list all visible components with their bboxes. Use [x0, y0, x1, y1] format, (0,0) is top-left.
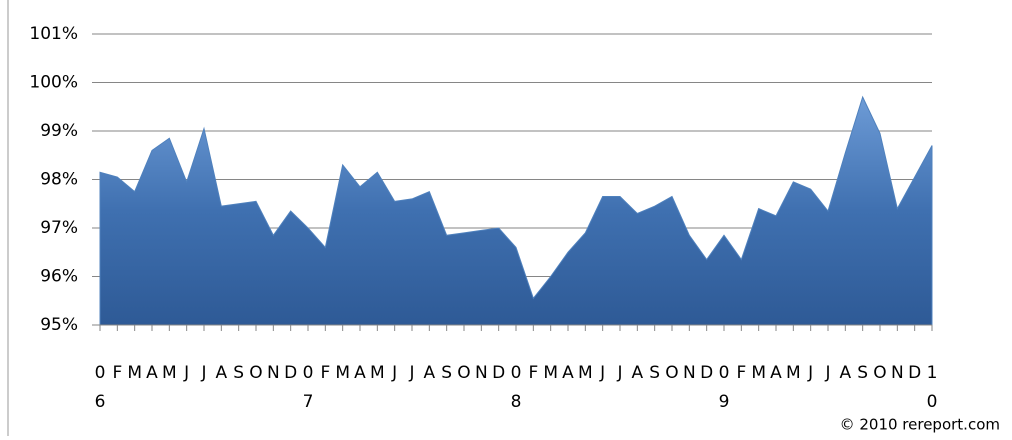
x-tick-label: 0 [95, 363, 106, 383]
y-tick-label: 97% [40, 218, 78, 238]
x-tick-sublabel: 9 [719, 392, 730, 412]
x-tick-label: D [700, 363, 713, 383]
x-tick-label: N [891, 363, 904, 383]
x-tick-label: J [391, 363, 397, 383]
area [99, 95, 933, 326]
x-tick-label: O [457, 363, 470, 383]
x-tick-sublabel: 8 [511, 392, 522, 412]
x-tick-label: A [216, 363, 228, 383]
x-tick-label: M [578, 363, 593, 383]
x-tick-label: 0 [303, 363, 314, 383]
x-tick-label: M [543, 363, 558, 383]
x-tick-label: J [824, 363, 830, 383]
x-tick-label: J [183, 363, 189, 383]
x-tick-label: M [786, 363, 801, 383]
y-tick-label: 99% [40, 121, 78, 141]
x-tick-sublabel: 7 [303, 392, 314, 412]
x-tick-label: N [475, 363, 488, 383]
x-tick-label: 1 [927, 363, 938, 383]
x-tick-label: O [665, 363, 678, 383]
x-tick-label: M [335, 363, 350, 383]
x-tick-label: J [408, 363, 414, 383]
x-tick-label: M [127, 363, 142, 383]
y-tick-label: 101% [29, 24, 78, 44]
x-tick-label: O [249, 363, 262, 383]
x-tick-label: D [492, 363, 505, 383]
x-tick-label: A [770, 363, 782, 383]
y-tick-label: 96% [40, 267, 78, 287]
x-tick-label: F [320, 363, 330, 383]
y-tick-label: 98% [40, 170, 78, 190]
x-tick-label: S [857, 363, 868, 383]
x-tick-label: 0 [719, 363, 730, 383]
x-tick-label: J [599, 363, 605, 383]
x-tick-label: S [441, 363, 452, 383]
x-tick-label: J [807, 363, 813, 383]
x-tick-label: M [162, 363, 177, 383]
x-tick-label: A [354, 363, 366, 383]
x-tick-label: J [200, 363, 206, 383]
x-tick-label: O [873, 363, 886, 383]
x-tick-label: A [632, 363, 644, 383]
x-tick-label: N [683, 363, 696, 383]
x-tick-label: D [284, 363, 297, 383]
x-tick-label: A [424, 363, 436, 383]
x-tick-label: M [751, 363, 766, 383]
x-tick-label: A [562, 363, 574, 383]
x-tick-label: 0 [511, 363, 522, 383]
x-tick-sublabel: 6 [95, 392, 106, 412]
x-tick-label: D [908, 363, 921, 383]
x-tick-label: A [146, 363, 158, 383]
x-tick-label: F [112, 363, 122, 383]
y-tick-label: 100% [29, 73, 78, 93]
x-tick-label: S [233, 363, 244, 383]
x-tick-label: M [370, 363, 385, 383]
x-tick-label: A [840, 363, 852, 383]
footnote: © 2010 rereport.com [840, 416, 1000, 434]
x-tick-label: F [528, 363, 538, 383]
y-tick-label: 95% [40, 315, 78, 335]
x-tick-label: F [736, 363, 746, 383]
x-tick-label: N [267, 363, 280, 383]
x-tick-sublabel: 0 [927, 392, 938, 412]
x-tick-label: S [649, 363, 660, 383]
x-tick-label: J [616, 363, 622, 383]
